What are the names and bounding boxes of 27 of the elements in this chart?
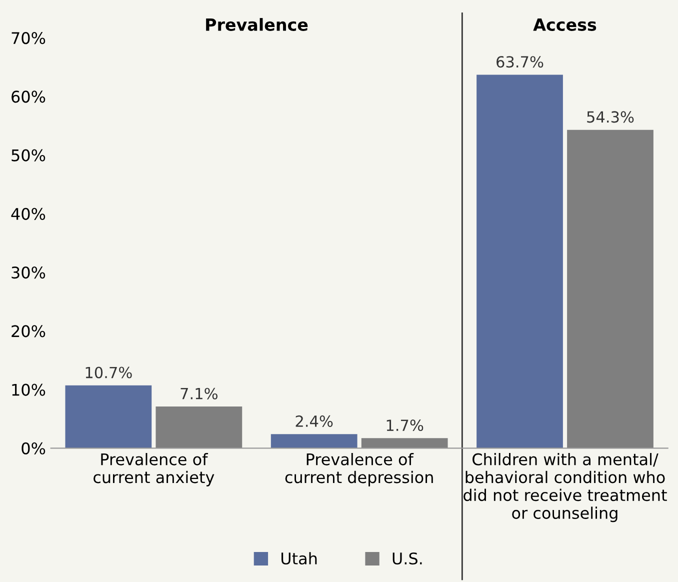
y-tick-label: 30% [12, 266, 46, 279]
bar [567, 130, 654, 448]
data-label: 1.7% [386, 419, 424, 432]
text: Access [533, 18, 596, 31]
y-tick-label: 20% [12, 325, 46, 338]
y-tick-label: 0% [22, 442, 46, 454]
y-tick-label: 60% [12, 90, 46, 103]
y-tick-label: 10% [12, 384, 46, 396]
data-label: 7.1% [180, 388, 218, 400]
data-label: 10.7% [86, 366, 132, 378]
bar [476, 74, 563, 448]
x-tick-label: Prevalence of current depression [285, 453, 433, 486]
text: Prevalence [206, 18, 308, 31]
y-tick-label: 70% [12, 32, 46, 44]
x-tick-label: Prevalence of current anxiety [94, 453, 214, 486]
bar [361, 438, 448, 448]
y-tick-label: 40% [11, 208, 46, 220]
legend-label: Utah [282, 552, 317, 565]
bar [65, 385, 152, 448]
y-tick-label: 50% [12, 149, 46, 162]
data-label: 54.3% [587, 111, 634, 123]
x-tick-label: Children with a mental/ behavioral condition who did not receive treatment or counseling [464, 453, 667, 522]
bar [156, 406, 242, 448]
data-label: 2.4% [296, 415, 333, 427]
bar [270, 434, 358, 448]
legend-label: U.S. [392, 552, 422, 565]
data-label: 63.7% [496, 56, 544, 68]
